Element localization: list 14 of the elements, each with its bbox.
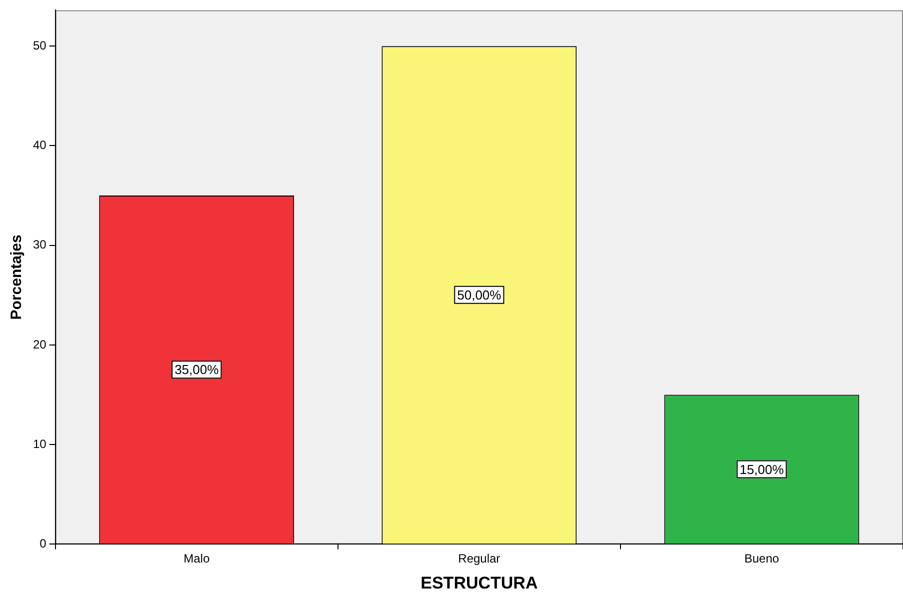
- y-tick-label: 0: [40, 536, 47, 551]
- data-label: 35,00%: [174, 362, 220, 378]
- y-tick-label: 50: [32, 38, 47, 52]
- y-axis-title: Porcentajes: [8, 234, 26, 320]
- y-tick-label: 10: [32, 436, 47, 451]
- x-tick-label: Regular: [458, 552, 500, 566]
- data-label: 15,00%: [740, 462, 784, 477]
- y-tick-label: 20: [32, 337, 47, 352]
- data-label: 50,00%: [457, 287, 502, 302]
- y-tick-label: 30: [32, 238, 47, 252]
- x-tick-label: Bueno: [744, 552, 780, 566]
- y-tick-label: 40: [32, 138, 47, 152]
- x-axis-title: ESTRUCTURA: [420, 573, 538, 592]
- x-tick-label: Malo: [184, 552, 210, 566]
